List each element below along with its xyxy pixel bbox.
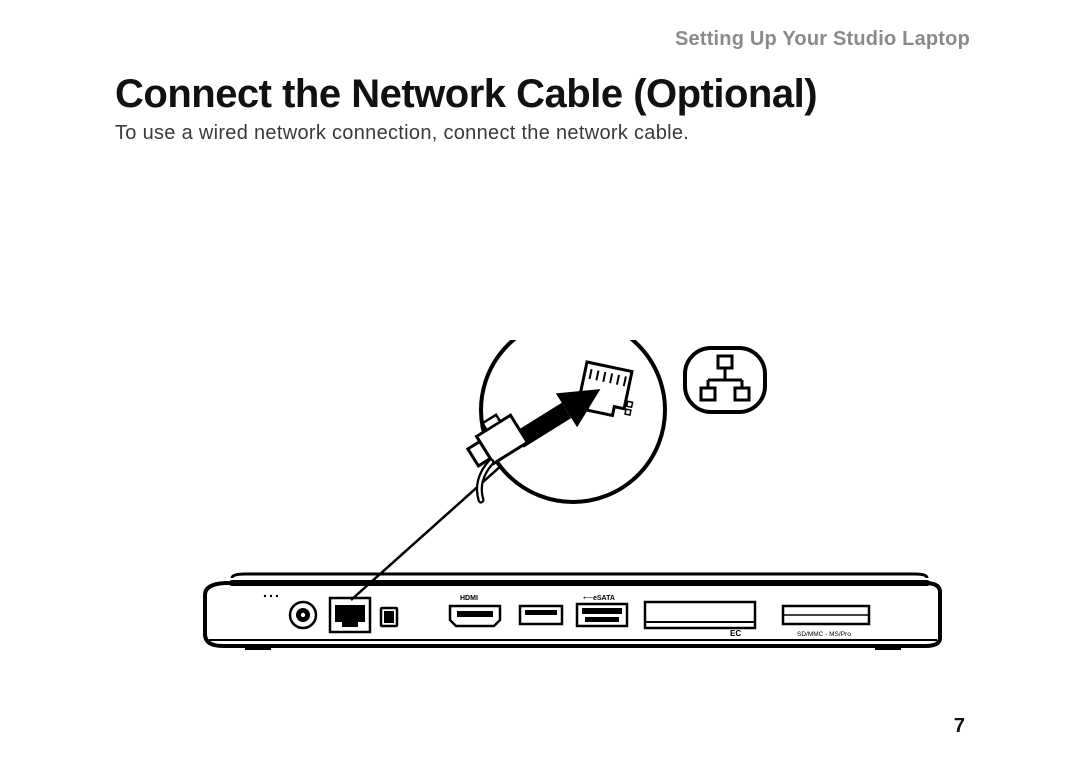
svg-text:eSATA: eSATA <box>593 595 615 602</box>
zoom-callout <box>460 340 665 502</box>
svg-text:HDMI: HDMI <box>460 595 478 602</box>
page-number: 7 <box>954 715 965 738</box>
laptop-illustration: HDMI ⟵ eSATA EC SD/MMC - MS/Pro <box>185 340 965 690</box>
network-symbol-badge <box>685 348 765 412</box>
section-header: Setting Up Your Studio Laptop <box>675 28 970 51</box>
usb-port <box>520 606 562 624</box>
ethernet-port <box>330 598 370 632</box>
svg-text:⟵: ⟵ <box>583 595 593 602</box>
svg-text:EC: EC <box>730 629 741 638</box>
svg-text:SD/MMC - MS/Pro: SD/MMC - MS/Pro <box>797 631 851 638</box>
page-title: Connect the Network Cable (Optional) <box>115 72 817 117</box>
page-subtitle: To use a wired network connection, conne… <box>115 122 689 145</box>
network-cable-figure: HDMI ⟵ eSATA EC SD/MMC - MS/Pro <box>185 340 965 690</box>
laptop-side: HDMI ⟵ eSATA EC SD/MMC - MS/Pro <box>205 574 940 650</box>
